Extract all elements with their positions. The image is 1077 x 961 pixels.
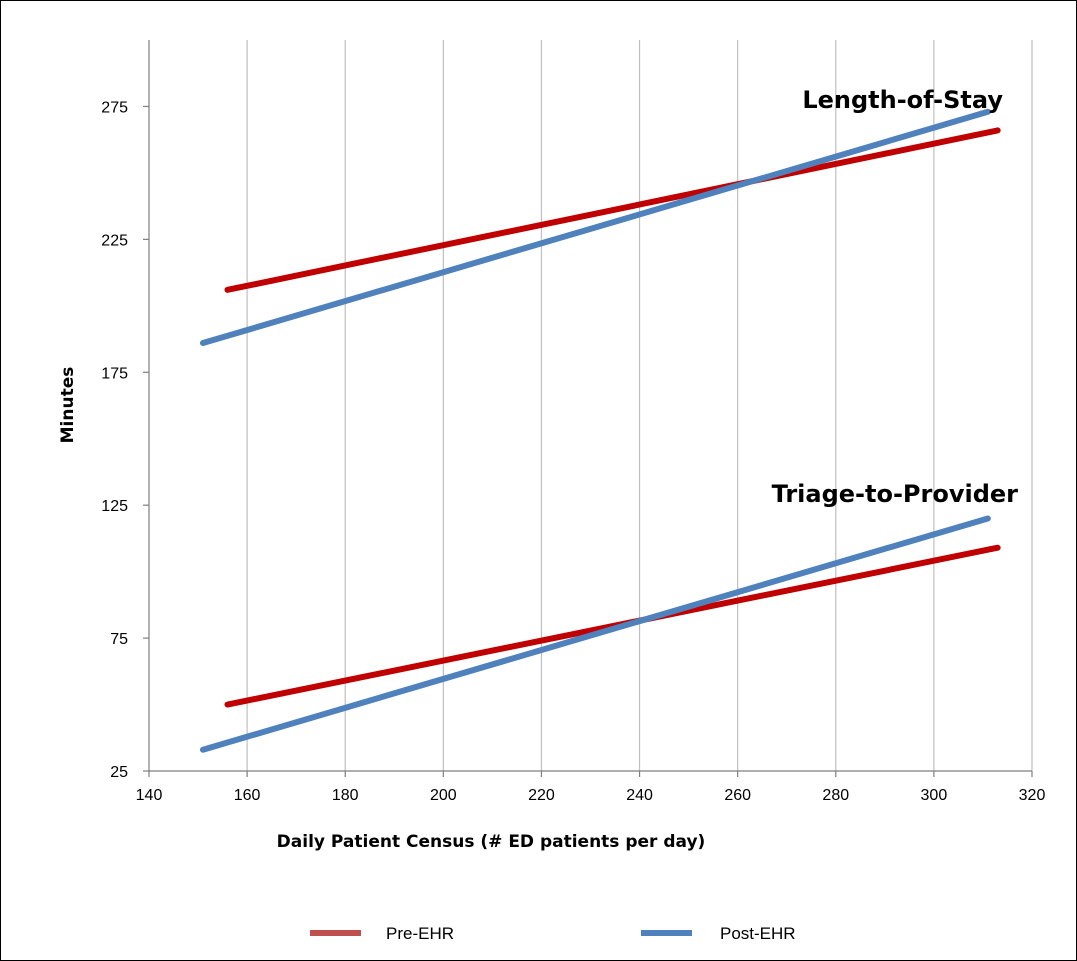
x-tick-label-240: 240 [626, 787, 653, 804]
series-line-post-ehr-1 [199, 515, 991, 753]
y-tick-label-25: 25 [110, 764, 128, 781]
x-tick-label-160: 160 [234, 787, 261, 804]
y-tick-label-225: 225 [101, 232, 128, 249]
y-tick-label-125: 125 [101, 498, 128, 515]
x-tick-label-220: 220 [528, 787, 555, 804]
y-axis-title: Minutes [58, 367, 78, 444]
x-tick-label-180: 180 [332, 787, 359, 804]
y-tick-label-175: 175 [101, 365, 128, 382]
annotation-length-of-stay: Length-of-Stay [802, 86, 1003, 114]
series-line-pre-ehr-0 [224, 127, 1001, 293]
annotation-triage-to-provider: Triage-to-Provider [772, 480, 1019, 508]
x-tick-label-300: 300 [921, 787, 948, 804]
x-axis-title: Daily Patient Census (# ED patients per … [277, 832, 706, 852]
x-tick-label-260: 260 [724, 787, 751, 804]
axes [143, 40, 1033, 777]
x-tick-label-200: 200 [430, 787, 457, 804]
x-tick-label-280: 280 [822, 787, 849, 804]
series-lines [199, 108, 1001, 753]
series-line-post-ehr-0 [199, 108, 991, 347]
x-tick-label-140: 140 [136, 787, 163, 804]
tick-labels: 140 160 180 200 220 240 260 280 300 320 25 75 125 175… [101, 99, 1045, 804]
legend-label-post-ehr: Post-EHR [720, 924, 796, 943]
y-tick-label-275: 275 [101, 99, 128, 116]
legend: Pre-EHR Post-EHR [310, 924, 796, 943]
gridlines [246, 40, 1033, 771]
legend-label-pre-ehr: Pre-EHR [386, 924, 454, 943]
x-tick-label-320: 320 [1019, 787, 1046, 804]
y-tick-label-75: 75 [110, 631, 128, 648]
